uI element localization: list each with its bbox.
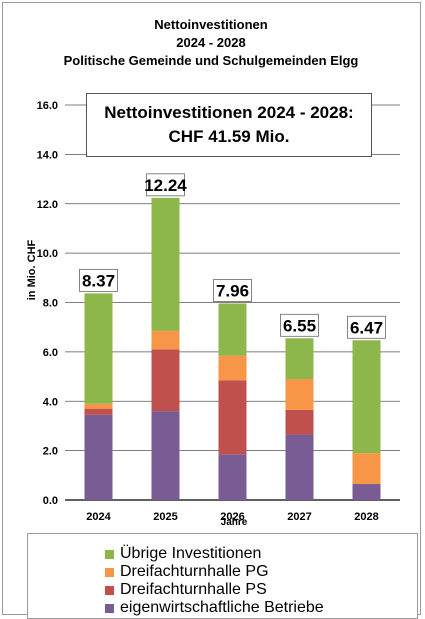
total-label: 12.24 bbox=[144, 176, 187, 195]
bar-segment bbox=[84, 403, 113, 409]
total-label: 7.96 bbox=[216, 281, 249, 300]
chart-title-line-2: 2024 - 2028 bbox=[176, 35, 245, 50]
bar-segment bbox=[218, 355, 247, 381]
x-axis-label: Jahre bbox=[221, 517, 248, 528]
bar-segment bbox=[151, 411, 180, 500]
x-tick-label: 2026 bbox=[220, 511, 244, 523]
y-tick-label: 4.0 bbox=[43, 396, 58, 408]
bar-segment bbox=[84, 414, 113, 500]
legend-item-pg: Dreifachturnhalle PG bbox=[105, 563, 269, 581]
y-tick-label: 2.0 bbox=[43, 446, 58, 458]
labels-layer: 2024 8.37 2025 12.24 2026 7.96 2027 6.55 2028 6.4… bbox=[79, 173, 386, 523]
bar-segment bbox=[352, 483, 381, 500]
bar-segment bbox=[84, 408, 113, 415]
total-label-box bbox=[347, 315, 386, 339]
x-tick-label: 2028 bbox=[354, 511, 378, 523]
summary-line-2: CHF 41.59 Mio. bbox=[168, 127, 290, 146]
x-tick-label: 2025 bbox=[153, 511, 177, 523]
legend-item-ps: Dreifachturnhalle PS bbox=[105, 581, 267, 599]
y-axis-label: in Mio. CHF bbox=[26, 239, 38, 300]
summary-box: Nettoinvestitionen 2024 - 2028: CHF 41.5… bbox=[86, 93, 372, 157]
legend-label-ps: Dreifachturnhalle PS bbox=[120, 581, 267, 598]
legend-swatch-uebrige bbox=[105, 549, 114, 559]
legend-label-uebrige: Übrige Investitionen bbox=[120, 545, 262, 562]
bar-segment bbox=[285, 379, 314, 410]
bar-segment bbox=[84, 293, 113, 404]
y-tick-label: 10.0 bbox=[37, 248, 58, 260]
legend-label-betriebe: eigenwirtschaftliche Betriebe bbox=[120, 599, 324, 616]
legend: Übrige Investitionen Dreifachturnhalle P… bbox=[27, 533, 418, 619]
chart-title-line-1: Nettoinvestitionen bbox=[154, 17, 267, 32]
total-label-box bbox=[146, 173, 185, 197]
total-label: 6.47 bbox=[350, 318, 383, 337]
x-tick-label: 2027 bbox=[287, 511, 311, 523]
bar-segment bbox=[218, 454, 247, 500]
legend-swatch-betriebe bbox=[105, 603, 114, 613]
y-tick-label: 6.0 bbox=[43, 347, 58, 359]
legend-item-uebrige: Übrige Investitionen bbox=[105, 545, 261, 563]
bar-segment bbox=[218, 303, 247, 356]
y-tick-label: 14.0 bbox=[37, 149, 58, 161]
y-tick-label: 8.0 bbox=[43, 298, 58, 310]
legend-swatch-pg bbox=[105, 567, 114, 577]
legend-item-betriebe: eigenwirtschaftliche Betriebe bbox=[105, 599, 324, 617]
y-tick-label: 12.0 bbox=[37, 199, 58, 211]
bar-segment bbox=[352, 340, 381, 454]
x-tick-label: 2024 bbox=[86, 511, 111, 523]
bar-segment bbox=[352, 453, 381, 484]
bar-segment bbox=[285, 338, 314, 380]
bar-segment bbox=[285, 409, 314, 435]
legend-label-pg: Dreifachturnhalle PG bbox=[120, 563, 269, 580]
total-label-box bbox=[213, 279, 252, 302]
bar-segment bbox=[151, 197, 180, 331]
y-tick-label: 16.0 bbox=[37, 100, 58, 112]
bar-segment bbox=[151, 330, 180, 350]
y-tick-label: 0.0 bbox=[43, 495, 58, 507]
total-label: 8.37 bbox=[82, 271, 115, 290]
summary-line-1: Nettoinvestitionen 2024 - 2028: bbox=[104, 103, 354, 122]
bar-segment bbox=[218, 380, 247, 455]
total-label-box bbox=[79, 268, 118, 292]
total-label-box bbox=[280, 313, 319, 337]
bar-segment bbox=[151, 349, 180, 412]
legend-swatch-ps bbox=[105, 585, 114, 595]
chart-title-line-3: Politische Gemeinde und Schulgemeinden E… bbox=[64, 53, 359, 68]
bars-layer bbox=[84, 197, 381, 500]
total-label: 6.55 bbox=[283, 316, 316, 335]
bar-segment bbox=[285, 434, 314, 500]
